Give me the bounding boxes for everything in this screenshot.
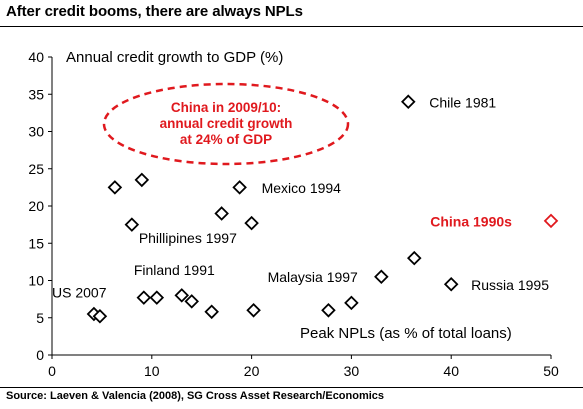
source-divider xyxy=(0,387,583,388)
y-tick-label: 20 xyxy=(28,198,44,214)
x-tick-label: 10 xyxy=(144,363,160,379)
point-label: Phillipines 1997 xyxy=(139,230,237,246)
y-tick-label: 25 xyxy=(28,161,44,177)
x-tick-label: 0 xyxy=(48,363,56,379)
axis-ticks: 0 5 10 15 20 25 30 35 40 0 10 20 30 40 50 xyxy=(28,49,559,379)
data-point-marker xyxy=(244,215,259,231)
annotation-callout: China in 2009/10: annual credit growth a… xyxy=(102,82,350,166)
data-point-marker xyxy=(232,180,247,195)
point-label: Finland 1991 xyxy=(134,262,215,278)
x-tick-label: 30 xyxy=(344,363,360,379)
data-point-marker xyxy=(149,290,165,305)
data-point-marker xyxy=(214,206,229,221)
data-point-marker xyxy=(204,304,219,320)
data-point-marker xyxy=(184,294,199,309)
data-point-marker xyxy=(401,94,416,109)
y-axis-label: Annual credit growth to GDP (%) xyxy=(66,49,283,66)
annotation-line: annual credit growth xyxy=(160,116,293,131)
data-point-marker xyxy=(134,172,150,188)
y-tick-label: 5 xyxy=(36,310,44,326)
data-point-marker xyxy=(443,276,459,292)
y-tick-label: 30 xyxy=(28,124,44,140)
data-point-marker xyxy=(407,250,422,266)
y-tick-label: 35 xyxy=(28,86,44,102)
data-point-marker xyxy=(344,295,359,311)
point-label: US 2007 xyxy=(52,284,107,300)
point-labels: Chile 1981 Mexico 1994 China 1990s Phillipi… xyxy=(52,94,549,300)
y-tick-label: 0 xyxy=(36,347,44,363)
x-axis-label: Peak NPLs (as % of total loans) xyxy=(300,325,512,342)
x-tick-label: 40 xyxy=(443,363,459,379)
annotation-ellipse xyxy=(102,82,350,166)
data-point-marker xyxy=(246,303,261,318)
data-points xyxy=(86,94,559,324)
point-label: Malaysia 1997 xyxy=(268,269,358,285)
source-note: Source: Laeven & Valencia (2008), SG Cro… xyxy=(6,390,385,402)
scatter-chart: 0 5 10 15 20 25 30 35 40 0 10 20 30 40 50 Annual credi… xyxy=(28,49,559,379)
y-tick-label: 10 xyxy=(28,273,44,289)
data-point-marker xyxy=(124,217,140,232)
x-tick-label: 50 xyxy=(543,363,559,379)
title-divider xyxy=(0,26,583,27)
point-label: Russia 1995 xyxy=(471,277,549,293)
point-label: Mexico 1994 xyxy=(262,180,342,196)
data-point-marker xyxy=(174,288,190,303)
data-point-marker xyxy=(107,180,123,195)
data-point-marker xyxy=(92,308,108,324)
data-point-marker xyxy=(374,269,389,285)
y-tick-label: 40 xyxy=(28,49,44,65)
chart-title: After credit booms, there are always NPL… xyxy=(6,3,303,20)
y-tick-label: 15 xyxy=(28,235,44,251)
point-label: China 1990s xyxy=(430,214,512,230)
data-point-marker xyxy=(321,303,336,318)
point-label: Chile 1981 xyxy=(429,94,496,110)
x-tick-label: 20 xyxy=(244,363,260,379)
annotation-line: at 24% of GDP xyxy=(180,132,272,147)
highlight-point-marker xyxy=(543,213,559,229)
annotation-line: China in 2009/10: xyxy=(171,100,281,115)
data-point-marker xyxy=(136,290,152,305)
